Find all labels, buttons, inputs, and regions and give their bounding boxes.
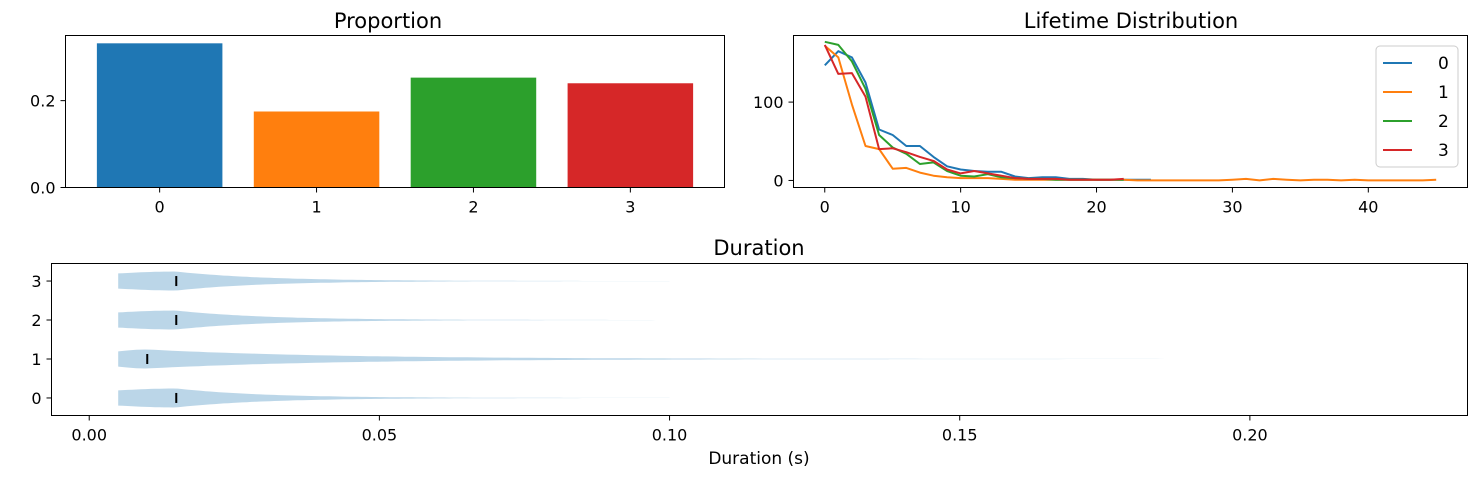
series-line-3 xyxy=(823,44,1124,181)
duration-xtick-label: 0.15 xyxy=(942,426,978,445)
duration-axes-frame xyxy=(51,263,1468,416)
duration-xtick-label: 0.20 xyxy=(1232,426,1268,445)
proportion-xtick-label: 3 xyxy=(625,198,635,217)
duration-ytick-label: 3 xyxy=(31,272,41,291)
legend-label-1: 1 xyxy=(1438,83,1449,103)
proportion-ytick-label: 0.0 xyxy=(30,179,55,198)
duration-xtick-label: 0.10 xyxy=(652,426,688,445)
duration-ytick-label: 1 xyxy=(31,350,41,369)
proportion-xtick-label: 2 xyxy=(468,198,478,217)
violin-1 xyxy=(118,349,1192,369)
lifetime-chart: Lifetime Distribution 0 10 20 30 40 0 100 0 1 2 3 xyxy=(753,9,1468,217)
lifetime-ytick-label: 0 xyxy=(773,171,783,190)
bar-3 xyxy=(567,83,694,188)
lifetime-xtick-label: 0 xyxy=(820,198,830,217)
bar-1 xyxy=(253,111,380,188)
duration-xtick-label: 0.05 xyxy=(362,426,398,445)
lifetime-xtick-label: 30 xyxy=(1222,198,1242,217)
legend-label-3: 3 xyxy=(1438,141,1449,161)
duration-title: Duration xyxy=(713,236,804,260)
proportion-chart: Proportion 0 1 2 3 0.0 0.2 xyxy=(30,9,725,217)
duration-ytick-label: 0 xyxy=(31,389,41,408)
proportion-axes-frame xyxy=(65,35,725,188)
lifetime-title: Lifetime Distribution xyxy=(1024,9,1238,33)
lifetime-ytick-label: 100 xyxy=(753,93,784,112)
lifetime-legend: 0 1 2 3 xyxy=(1375,45,1459,168)
lifetime-xtick-label: 40 xyxy=(1358,198,1378,217)
lifetime-xtick-label: 20 xyxy=(1086,198,1106,217)
bar-0 xyxy=(96,43,223,188)
bar-2 xyxy=(410,77,537,188)
series-line-1 xyxy=(824,44,1437,182)
violin-3 xyxy=(118,271,670,291)
violin-0 xyxy=(118,388,670,408)
proportion-title: Proportion xyxy=(334,9,442,33)
duration-ytick-label: 2 xyxy=(31,311,41,330)
proportion-ytick-label: 0.2 xyxy=(30,92,55,111)
proportion-xtick-label: 1 xyxy=(311,198,321,217)
proportion-xtick-label: 0 xyxy=(155,198,165,217)
legend-label-0: 0 xyxy=(1438,54,1449,74)
lifetime-xtick-label: 10 xyxy=(950,198,970,217)
duration-xtick-label: 0.00 xyxy=(71,426,107,445)
violin-2 xyxy=(118,310,670,330)
lifetime-axes-frame xyxy=(793,35,1468,188)
duration-xlabel: Duration (s) xyxy=(708,449,809,469)
legend-box xyxy=(1375,45,1459,168)
duration-chart: Duration 0 1 2 3 0.00 0.05 0.10 0.15 0.20 Durati… xyxy=(31,236,1468,469)
legend-label-2: 2 xyxy=(1438,112,1449,132)
